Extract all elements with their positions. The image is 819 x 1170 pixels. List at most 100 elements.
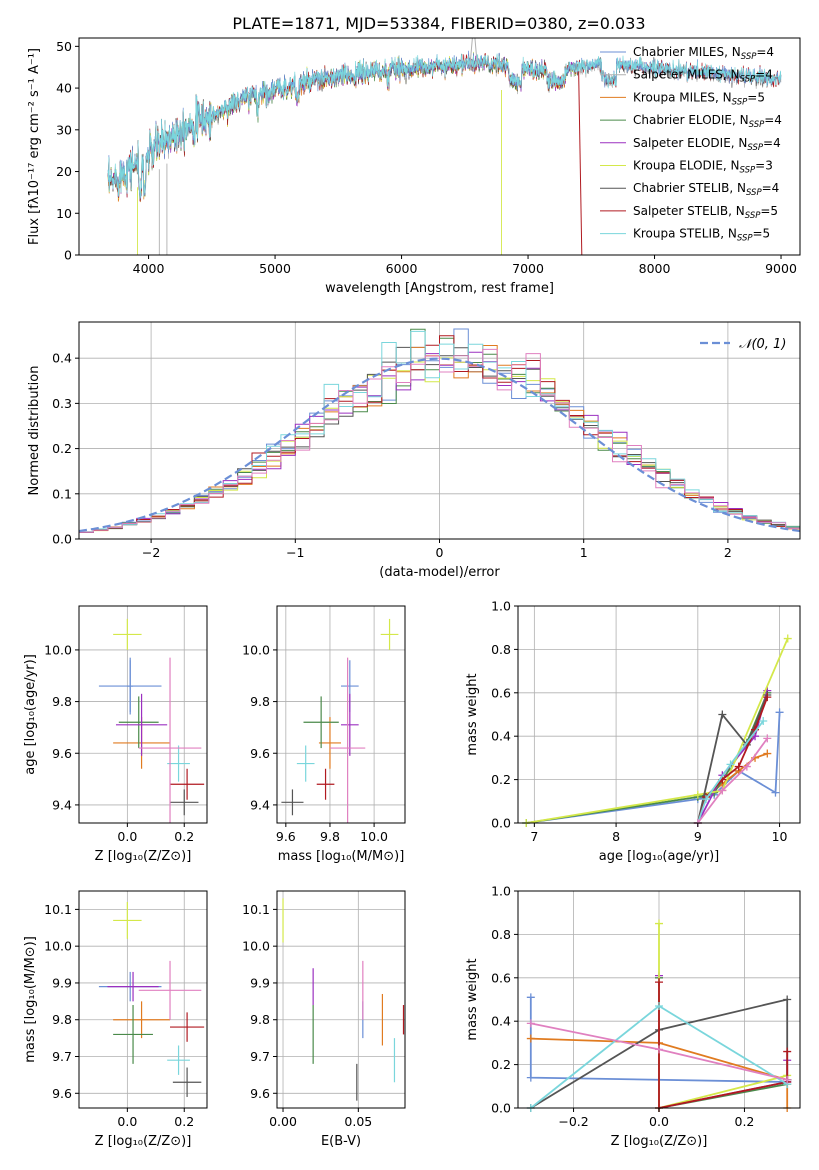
- y-tick-label: 50: [56, 39, 72, 54]
- x-tick-label: 9: [694, 829, 702, 844]
- x-tick-label: 0.0: [117, 1114, 137, 1129]
- y-tick-label: 10.0: [44, 642, 72, 657]
- age-weight-panel: 7 8 9 10 0.0 0.2 0.4 0.6 0.8 1.0 age [log₁₀(age/yr…: [465, 599, 801, 864]
- x-axis-label: mass [log₁₀(M/M⊙)]: [278, 849, 405, 864]
- x-tick-label: 0.2: [735, 1114, 755, 1129]
- x-axis-label: Z [log₁₀(Z/Z⊙)]: [95, 1134, 192, 1149]
- series-marker-c1: [526, 1073, 535, 1082]
- y-tick-label: 30: [56, 122, 72, 137]
- y-tick-label: 10.1: [242, 902, 270, 917]
- y-tick-label: 0.4: [491, 1014, 511, 1029]
- series-line-c8: [658, 982, 789, 1110]
- series-marker-c6: [783, 634, 792, 643]
- histogram-c8: [79, 335, 800, 534]
- series-marker-c9: [726, 760, 735, 769]
- x-tick-label: 6000: [386, 261, 418, 276]
- series-marker-pink: [718, 786, 727, 795]
- x-tick-label: 0.0: [117, 829, 137, 844]
- y-tick-label: 9.8: [52, 1012, 72, 1027]
- x-axis-label: age [log₁₀(age/yr)]: [599, 849, 720, 864]
- spectrum-lines: [107, 38, 782, 255]
- x-tick-label: 0.00: [269, 1114, 297, 1129]
- y-tick-label: 9.6: [52, 746, 72, 761]
- x-tick-label: 9.8: [320, 829, 340, 844]
- y-tick-label: 0.1: [52, 486, 72, 501]
- x-axis-label: Z [log₁₀(Z/Z⊙)]: [95, 849, 192, 864]
- x-tick-label: −2: [142, 545, 160, 560]
- axes-frame: [276, 890, 406, 1109]
- x-tick-label: 1: [580, 545, 588, 560]
- ebv-mass-panel: 0.00 0.05 9.6 9.7 9.8 9.9 10.0 10.1 E(B-V): [242, 890, 406, 1149]
- y-tick-label: 9.4: [250, 797, 270, 812]
- y-tick-label: 9.9: [52, 975, 72, 990]
- series-marker-c7: [718, 710, 727, 719]
- x-tick-label: 9000: [765, 261, 797, 276]
- y-tick-label: 0.0: [491, 1101, 511, 1116]
- series-marker-c6: [655, 919, 663, 928]
- z-weight-series: [526, 919, 792, 1112]
- ebv-mass-points: [282, 898, 405, 1101]
- y-axis-label: Flux [fλ10⁻¹⁷ erg cm⁻² s⁻¹ A⁻¹]: [27, 48, 42, 245]
- x-tick-label: −0.2: [558, 1114, 588, 1129]
- y-tick-label: 9.8: [250, 694, 270, 709]
- x-tick-label: 4000: [133, 261, 165, 276]
- y-tick-label: 0.0: [52, 532, 72, 547]
- series-marker-pink: [655, 1045, 663, 1054]
- x-tick-label: 0.0: [649, 1114, 669, 1129]
- legend-label: 𝒩(0, 1): [739, 337, 786, 352]
- axes-frame: [517, 605, 801, 824]
- series-marker-c9: [702, 795, 710, 804]
- series-marker-c9: [759, 717, 768, 726]
- series-marker-pink: [763, 734, 772, 743]
- x-tick-label: 0.05: [344, 1114, 372, 1129]
- y-tick-label: 9.8: [52, 694, 72, 709]
- x-tick-label: 7: [530, 829, 538, 844]
- legend-label: Chabrier ELODIE, NSSP=4: [633, 113, 782, 130]
- y-tick-label: 10.0: [242, 642, 270, 657]
- x-tick-label: 0: [436, 545, 444, 560]
- x-tick-label: 8: [612, 829, 620, 844]
- z-mass-points: [98, 902, 205, 1097]
- y-tick-label: 9.6: [250, 746, 270, 761]
- y-tick-label: 1.0: [491, 599, 511, 614]
- y-tick-label: 9.9: [250, 975, 270, 990]
- y-tick-label: 1.0: [491, 884, 511, 899]
- series-marker-c7: [783, 995, 792, 1004]
- series-marker-c8: [734, 762, 743, 771]
- series-marker-c1: [775, 708, 784, 717]
- series-marker-c6: [693, 790, 702, 799]
- y-tick-label: 9.7: [52, 1049, 72, 1064]
- y-axis-label: mass weight: [465, 673, 480, 755]
- z-mass-panel: 0.0 0.2 9.6 9.7 9.8 9.9 10.0 10.1 Z [log₁₀(Z/Z⊙)…: [23, 890, 208, 1149]
- series-marker-c9: [655, 1002, 663, 1011]
- y-tick-label: 0.8: [491, 642, 511, 657]
- series-marker-pink: [742, 762, 751, 771]
- series-marker-c1: [526, 993, 535, 1002]
- x-tick-label: 0.2: [174, 1114, 194, 1129]
- x-tick-label: 10.0: [360, 829, 388, 844]
- legend-label: Kroupa MILES, NSSP=5: [633, 90, 765, 107]
- z-age-panel: 0.0 0.2 9.4 9.6 9.8 10.0 Z [log₁₀(Z/Z⊙)] age [l…: [23, 605, 208, 864]
- series-line-pink: [697, 737, 769, 824]
- x-axis-label: E(B-V): [321, 1134, 361, 1149]
- y-tick-label: 0.2: [52, 441, 72, 456]
- y-tick-label: 40: [56, 81, 72, 96]
- chart-layer: 4000 5000 6000 7000 8000 900001020304050wavel…: [23, 37, 801, 1149]
- y-tick-label: 0.2: [491, 1057, 511, 1072]
- legend-label: Salpeter STELIB, NSSP=5: [633, 204, 778, 221]
- legend-label: Kroupa STELIB, NSSP=5: [633, 227, 770, 244]
- z-weight-panel: −0.2 0.0 0.2 0.0 0.2 0.4 0.6 0.8 1.0 Z [log₁₀(Z/Z…: [465, 884, 801, 1149]
- legend-label: Chabrier MILES, NSSP=4: [633, 45, 774, 62]
- y-tick-label: 10.1: [44, 902, 72, 917]
- y-tick-label: 10: [56, 206, 72, 221]
- y-tick-label: 0.4: [52, 351, 72, 366]
- axes-frame: [78, 37, 801, 256]
- y-axis-label: mass weight: [465, 958, 480, 1040]
- y-tick-label: 9.8: [250, 1012, 270, 1027]
- y-tick-label: 0.3: [52, 396, 72, 411]
- x-tick-label: 0.2: [174, 829, 194, 844]
- x-tick-label: −1: [286, 545, 304, 560]
- mass-age-points: [281, 618, 399, 823]
- histogram-pink: [79, 348, 800, 535]
